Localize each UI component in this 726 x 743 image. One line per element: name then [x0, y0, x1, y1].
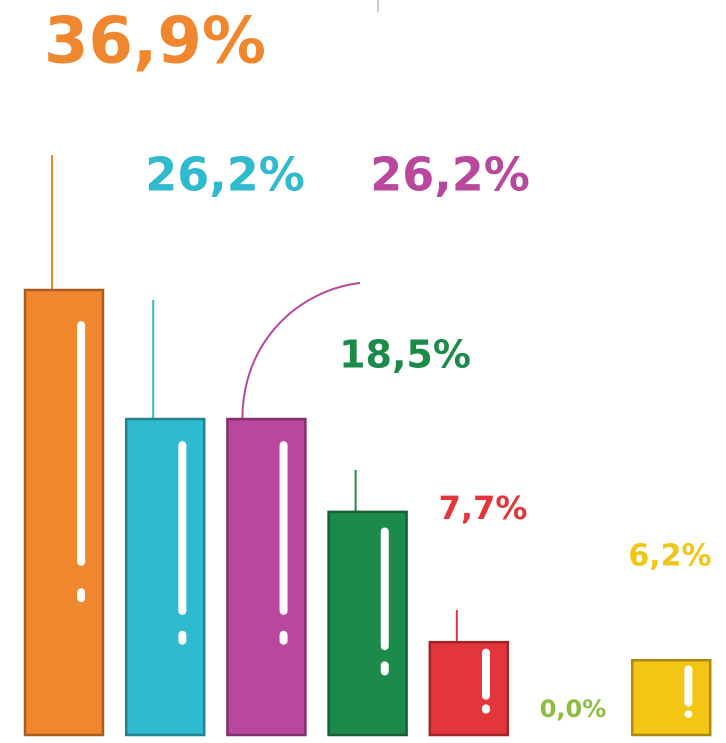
bar: [428, 640, 510, 737]
value-label: 26,2%: [145, 148, 305, 202]
bar: [23, 288, 105, 737]
bar-highlight: [684, 665, 693, 707]
value-label: 26,2%: [370, 148, 530, 202]
bar-highlight: [178, 441, 187, 615]
value-label: 6,2%: [628, 539, 711, 574]
stem: [241, 282, 361, 420]
value-label: 0,0%: [540, 695, 607, 723]
value-label: 36,9%: [44, 5, 266, 79]
value-label: 7,7%: [439, 489, 528, 527]
bar-highlight: [77, 321, 86, 566]
bar: [226, 417, 307, 737]
bar-highlight: [279, 441, 288, 615]
bar-highlight: [481, 704, 490, 714]
bar: [327, 510, 408, 737]
bar-highlight: [684, 710, 693, 718]
bar: [630, 658, 712, 737]
bar-highlight: [178, 630, 187, 645]
bar-highlight: [380, 661, 389, 676]
bar: [124, 417, 206, 737]
value-label: 18,5%: [339, 333, 471, 377]
bar-highlight: [279, 630, 288, 645]
bar-highlight: [77, 588, 86, 603]
bar-highlight: [380, 527, 389, 651]
bar-highlight: [481, 648, 490, 700]
